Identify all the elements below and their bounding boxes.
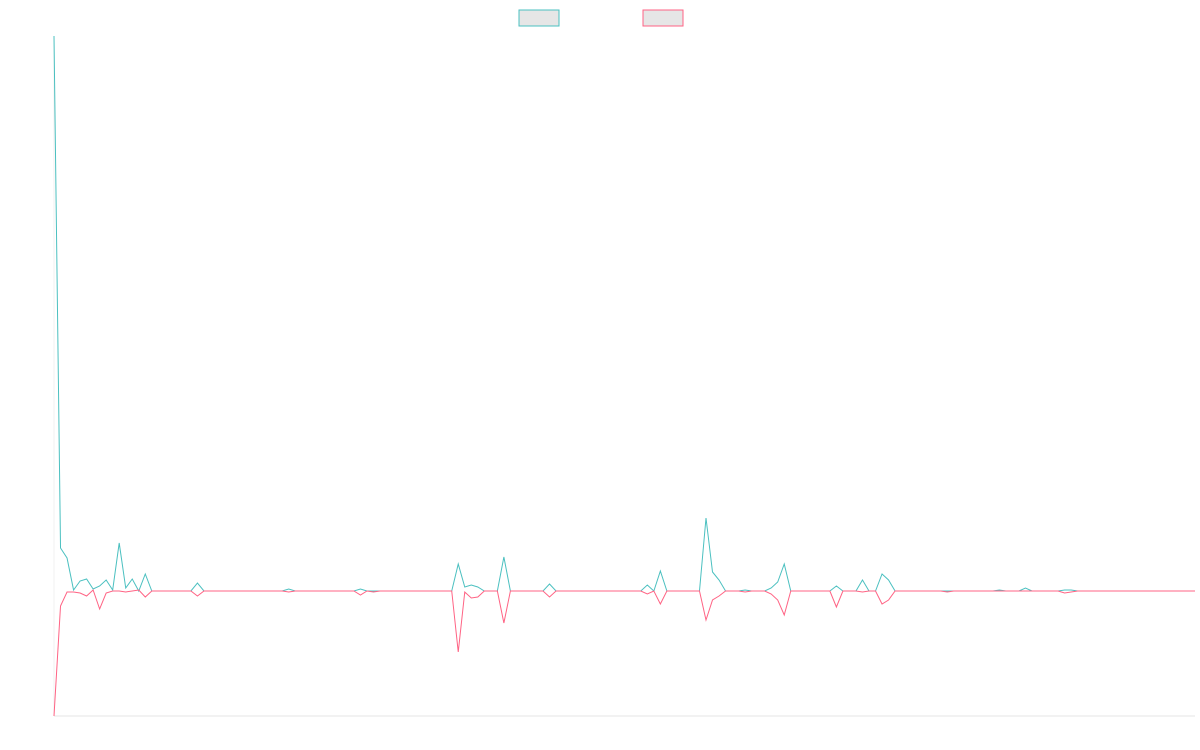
line-series bbox=[53, 35, 1195, 593]
legend-swatch bbox=[518, 9, 560, 27]
line-series bbox=[53, 589, 1195, 717]
legend-swatch bbox=[642, 9, 684, 27]
